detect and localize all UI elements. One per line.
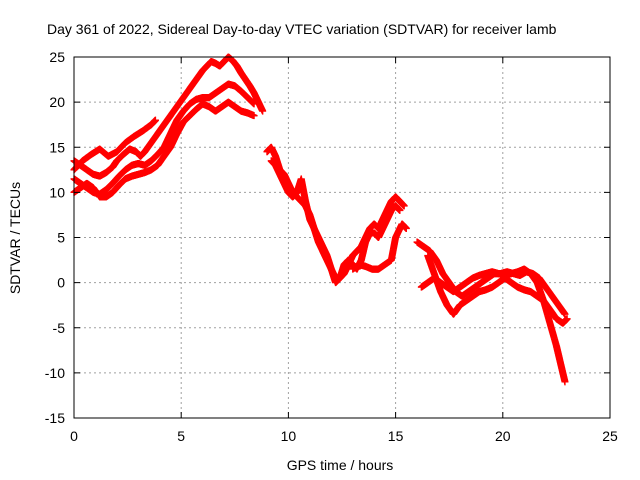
- data-points: [70, 53, 571, 386]
- chart-title: Day 361 of 2022, Sidereal Day-to-day VTE…: [47, 21, 557, 37]
- data-point: [259, 107, 267, 115]
- series-satellite-track-1: [70, 53, 267, 180]
